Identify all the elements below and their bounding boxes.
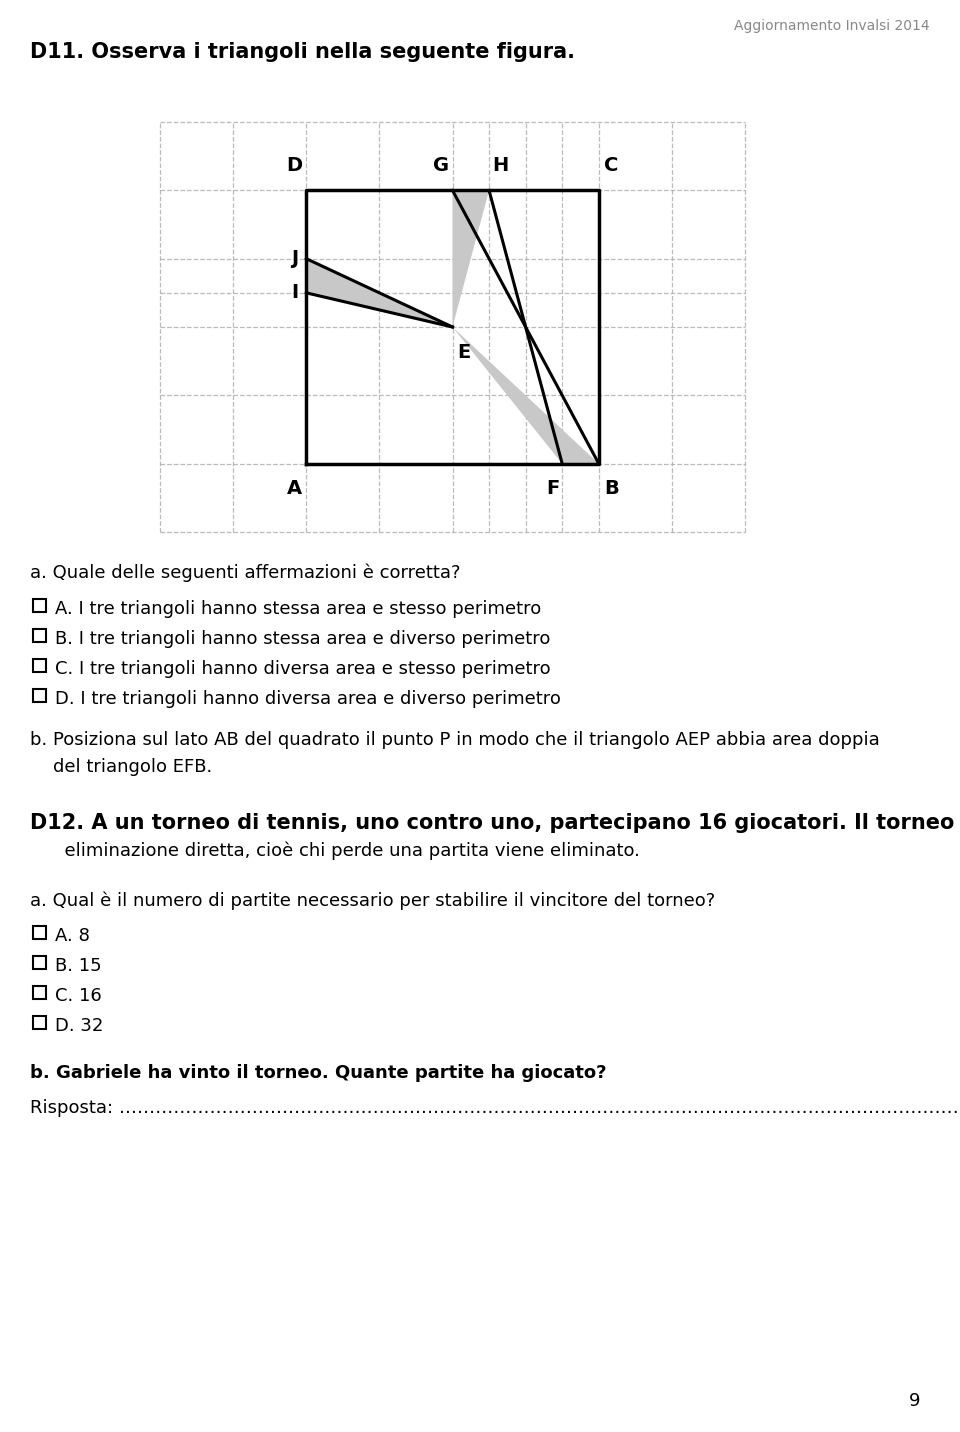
Text: A. 8: A. 8 (55, 927, 90, 945)
Bar (33, 987, 46, 1000)
Text: F: F (546, 478, 559, 498)
Text: b. Gabriele ha vinto il torneo. Quante partite ha giocato?: b. Gabriele ha vinto il torneo. Quante p… (30, 1064, 607, 1083)
Text: B. 15: B. 15 (55, 957, 102, 975)
Text: a. Quale delle seguenti affermazioni è corretta?: a. Quale delle seguenti affermazioni è c… (30, 564, 461, 583)
Bar (33, 927, 46, 939)
Text: C: C (604, 156, 618, 175)
Text: D: D (286, 156, 302, 175)
Text: E: E (458, 344, 470, 362)
Text: b. Posiziona sul lato AB del quadrato il punto P in modo che il triangolo AEP ab: b. Posiziona sul lato AB del quadrato il… (30, 730, 879, 749)
Text: 9: 9 (908, 1392, 920, 1411)
Bar (33, 689, 46, 702)
Bar (33, 629, 46, 642)
Text: Aggiornamento Invalsi 2014: Aggiornamento Invalsi 2014 (734, 19, 930, 33)
Polygon shape (452, 190, 489, 326)
Text: I: I (291, 284, 299, 302)
Text: a. Qual è il numero di partite necessario per stabilire il vincitore del torneo?: a. Qual è il numero di partite necessari… (30, 891, 715, 909)
Bar (33, 957, 46, 969)
Polygon shape (306, 259, 452, 326)
Text: Risposta: ………………………………………………………………………………………………………………………………………………………………: Risposta: ………………………………………………………………………………… (30, 1098, 960, 1117)
Text: del triangolo EFB.: del triangolo EFB. (30, 758, 212, 776)
Text: D11. Osserva i triangoli nella seguente figura.: D11. Osserva i triangoli nella seguente … (30, 42, 575, 62)
Bar (33, 1015, 46, 1030)
Text: H: H (492, 156, 508, 175)
Text: B: B (604, 478, 618, 498)
Text: A. I tre triangoli hanno stessa area e stesso perimetro: A. I tre triangoli hanno stessa area e s… (55, 600, 541, 619)
Text: eliminazione diretta, cioè chi perde una partita viene eliminato.: eliminazione diretta, cioè chi perde una… (30, 841, 640, 859)
Text: C. 16: C. 16 (55, 987, 102, 1005)
Text: J: J (291, 249, 299, 268)
Bar (33, 659, 46, 672)
Text: B. I tre triangoli hanno stessa area e diverso perimetro: B. I tre triangoli hanno stessa area e d… (55, 630, 550, 649)
Text: D. 32: D. 32 (55, 1017, 104, 1035)
Text: C. I tre triangoli hanno diversa area e stesso perimetro: C. I tre triangoli hanno diversa area e … (55, 660, 551, 677)
Text: D. I tre triangoli hanno diversa area e diverso perimetro: D. I tre triangoli hanno diversa area e … (55, 690, 561, 707)
Text: D12. A un torneo di tennis, uno contro uno, partecipano 16 giocatori. Il torneo : D12. A un torneo di tennis, uno contro u… (30, 813, 960, 833)
Text: G: G (433, 156, 449, 175)
Bar (33, 599, 46, 611)
Text: A: A (287, 478, 302, 498)
Polygon shape (452, 326, 599, 464)
